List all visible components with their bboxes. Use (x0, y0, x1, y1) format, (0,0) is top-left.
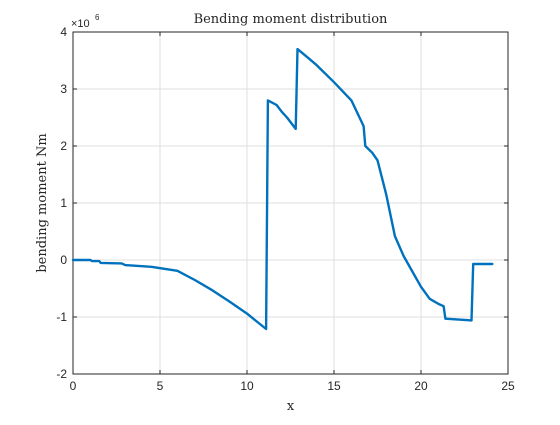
y-tick-label: 0 (60, 253, 67, 267)
x-axis-label: x (287, 399, 295, 414)
x-tick-label: 15 (327, 379, 341, 393)
y-tick-label: 4 (60, 25, 67, 39)
ticks: 0 5 10 15 20 25 -2 -1 0 1 2 3 4 (56, 25, 515, 393)
y-axis-multiplier-base: ×10 (71, 18, 90, 30)
y-axis-multiplier-exponent: 6 (95, 13, 100, 22)
y-tick-label: 3 (60, 82, 67, 96)
x-tick-label: 20 (414, 379, 428, 393)
series-group (71, 47, 494, 331)
chart-title: Bending moment distribution (194, 12, 388, 27)
grid (72, 31, 509, 375)
y-tick-label: 2 (60, 139, 67, 153)
y-tick-label: -1 (56, 310, 67, 324)
x-tick-label: 0 (70, 379, 77, 393)
y-axis-label: bending moment Nm (35, 133, 50, 272)
series-line (71, 47, 494, 331)
x-tick-label: 10 (240, 379, 254, 393)
x-tick-label: 5 (157, 379, 164, 393)
x-tick-label: 25 (501, 379, 515, 393)
y-tick-label: -2 (56, 367, 67, 381)
y-tick-label: 1 (60, 196, 67, 210)
